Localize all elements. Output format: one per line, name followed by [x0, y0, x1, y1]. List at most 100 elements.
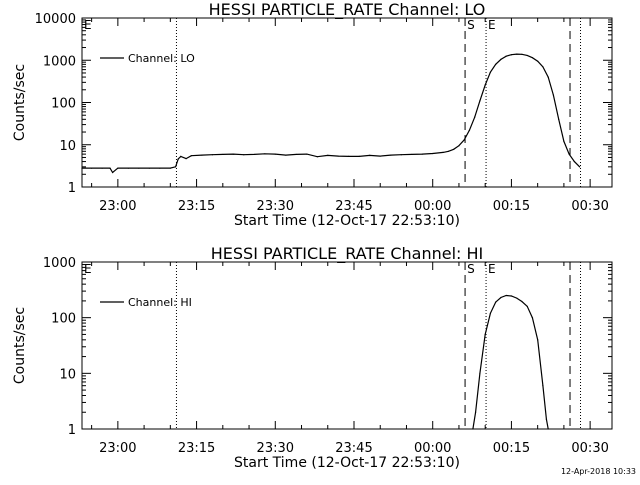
data-point [453, 148, 455, 150]
data-point [379, 155, 381, 157]
data-point [138, 167, 140, 169]
data-point [148, 167, 150, 169]
x-tick-label: 23:15 [178, 199, 215, 214]
timestamp-stamp: 12-Apr-2018 10:33 [561, 467, 636, 476]
data-point [369, 154, 371, 156]
data-point [109, 167, 111, 169]
data-point [348, 155, 350, 157]
data-point [180, 155, 182, 157]
x-tick-label: 00:15 [493, 441, 530, 456]
data-point [495, 63, 497, 65]
data-point [537, 339, 539, 341]
data-point [489, 71, 492, 73]
data-point [274, 153, 276, 155]
data-point [117, 167, 119, 169]
data-point [390, 154, 392, 156]
data-point [558, 118, 560, 120]
data-point [510, 54, 513, 56]
x-tick-label: 00:30 [571, 441, 608, 456]
data-point [547, 76, 549, 78]
data-point [243, 154, 245, 156]
x-tick-label: 23:30 [257, 199, 294, 214]
data-point [463, 139, 465, 141]
legend-label: Channel: LO [128, 52, 195, 65]
data-point [211, 154, 213, 156]
x-tick-label: 23:45 [335, 199, 372, 214]
data-point [472, 428, 474, 430]
data-point [337, 155, 339, 157]
data-point [521, 53, 523, 55]
data-point [185, 158, 187, 160]
marker-label: E [488, 262, 496, 276]
data-point [516, 297, 518, 299]
y-axis-label: Counts/sec [12, 307, 28, 384]
x-tick-label: 23:00 [99, 441, 136, 456]
data-point [458, 145, 460, 147]
chart-title: HESSI PARTICLE_RATE Channel: LO [209, 0, 486, 20]
data-point [159, 167, 161, 169]
data-point [573, 160, 575, 163]
x-tick-label: 00:15 [493, 199, 530, 214]
data-point [542, 66, 544, 68]
data-point [505, 55, 507, 57]
data-point [442, 151, 444, 153]
data-point [505, 294, 507, 297]
data-point [563, 140, 565, 143]
y-tick-label: 10 [59, 139, 76, 154]
chart-title: HESSI PARTICLE_RATE Channel: HI [211, 244, 484, 264]
data-point [495, 301, 497, 303]
data-point [531, 57, 534, 59]
data-point [169, 167, 171, 169]
data-point [112, 171, 114, 174]
y-axis-label: Counts/sec [12, 64, 28, 141]
data-point [579, 166, 581, 168]
data-point [521, 300, 523, 303]
y-tick-label: 100 [51, 97, 76, 112]
data-point [516, 53, 518, 55]
series-line [82, 53, 581, 174]
data-point [510, 295, 513, 297]
plot-frame [81, 261, 613, 430]
y-tick-label: 100 [51, 312, 76, 327]
data-point [526, 54, 528, 57]
data-point [500, 58, 502, 60]
data-point [474, 116, 476, 118]
data-point [447, 150, 450, 152]
data-point [474, 411, 477, 413]
data-point [264, 153, 266, 155]
data-point [468, 129, 471, 131]
y-tick-label: 10 [59, 367, 76, 382]
data-point [306, 153, 308, 155]
data-point [479, 372, 481, 374]
x-tick-label: 00:00 [414, 199, 451, 214]
marker-label: S [467, 18, 475, 32]
x-tick-label: 23:30 [257, 441, 294, 456]
data-point [545, 418, 548, 420]
marker-label: S [467, 262, 475, 276]
corner-label: E [84, 262, 92, 276]
y-tick-label: 1 [68, 423, 76, 438]
data-point [537, 60, 539, 62]
corner-label: E [84, 18, 92, 32]
data-point [285, 154, 287, 156]
x-axis-label: Start Time (12-Oct-17 22:53:10) [234, 213, 460, 229]
x-tick-label: 23:00 [99, 199, 136, 214]
data-point [400, 154, 402, 156]
data-point [500, 296, 502, 299]
data-point [411, 153, 413, 156]
data-point [552, 94, 555, 96]
data-point [316, 156, 318, 158]
data-point [484, 333, 486, 336]
data-point [358, 155, 360, 157]
y-tick-label: 1000 [43, 54, 76, 69]
data-point [531, 317, 534, 319]
x-tick-label: 00:30 [571, 199, 608, 214]
x-tick-label: 00:00 [414, 441, 451, 456]
data-point [489, 312, 492, 314]
y-tick-label: 10000 [35, 12, 76, 27]
data-point [127, 167, 129, 169]
x-tick-label: 23:15 [178, 441, 215, 456]
data-point [174, 166, 177, 168]
